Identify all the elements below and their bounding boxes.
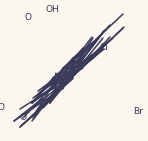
Text: O: O <box>25 14 32 23</box>
Text: Br: Br <box>133 107 143 116</box>
Text: Cl: Cl <box>100 42 109 51</box>
Text: OH: OH <box>46 5 60 15</box>
Text: O: O <box>20 114 27 123</box>
Text: O: O <box>0 103 4 113</box>
